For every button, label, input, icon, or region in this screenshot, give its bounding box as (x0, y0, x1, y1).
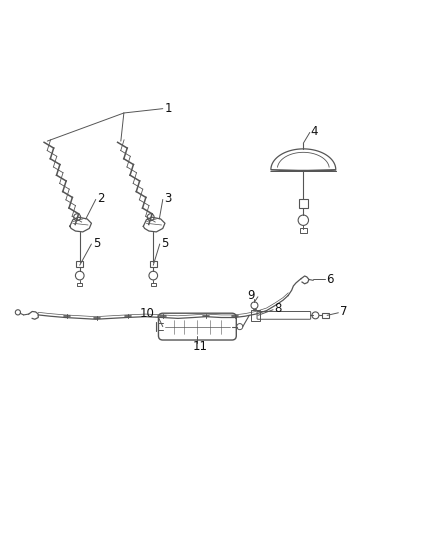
Bar (300, 229, 307, 233)
Text: 4: 4 (311, 125, 318, 138)
Bar (251, 310, 260, 320)
Text: 3: 3 (165, 192, 172, 205)
Bar (322, 313, 329, 318)
Bar (151, 282, 156, 286)
Text: 11: 11 (193, 340, 208, 353)
Bar (77, 282, 82, 286)
Bar (150, 261, 157, 266)
Text: 6: 6 (326, 273, 334, 286)
Text: 2: 2 (97, 192, 105, 205)
Text: 5: 5 (93, 237, 100, 249)
Text: 7: 7 (339, 305, 347, 318)
Text: 9: 9 (247, 289, 254, 302)
Bar (299, 199, 307, 208)
Text: 10: 10 (139, 307, 154, 320)
Text: 1: 1 (165, 102, 173, 115)
Bar (76, 261, 83, 266)
Text: 5: 5 (162, 237, 169, 249)
Text: 8: 8 (274, 302, 282, 316)
